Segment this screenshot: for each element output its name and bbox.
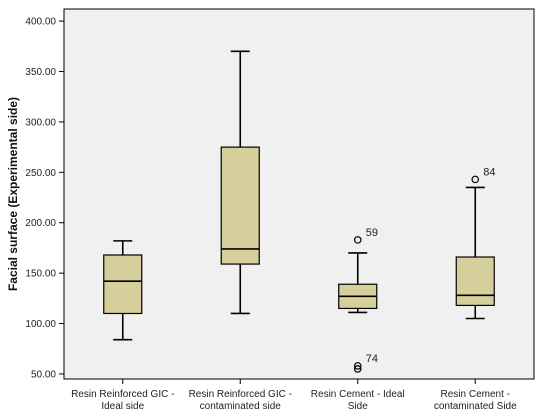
iqr-box [103, 254, 143, 315]
x-tick-label: contaminated Side [434, 401, 517, 412]
box-group [103, 240, 143, 341]
outlier-label: 84 [483, 166, 495, 178]
x-tick-label: Ideal side [101, 401, 144, 412]
box-group [220, 50, 260, 315]
outlier-point [353, 236, 362, 244]
y-tick-label: 150.00 [25, 269, 56, 280]
iqr-box [455, 256, 495, 307]
outlier-label: 74 [366, 353, 378, 365]
y-tick-label: 250.00 [25, 168, 56, 179]
outlier-point [353, 362, 362, 370]
y-tick-label: 50.00 [31, 369, 56, 380]
box-group: 59 74 [338, 227, 378, 373]
y-tick-label: 100.00 [25, 319, 56, 330]
y-axis-title: Facial surface (Experimental side) [6, 97, 20, 291]
box-group: 84 [455, 166, 496, 320]
y-tick-label: 400.00 [25, 17, 56, 28]
x-tick-label: contaminated side [200, 401, 282, 412]
x-tick-label: Resin Cement - [441, 389, 510, 400]
boxes: 59 74 84 [103, 50, 496, 373]
x-tick-label: Side [348, 401, 368, 412]
plot-area [63, 8, 535, 380]
iqr-box [220, 146, 260, 265]
outlier-point [471, 175, 480, 184]
y-tick-label: 350.00 [25, 67, 56, 78]
x-tick-label: Resin Cement - Ideal [311, 389, 405, 400]
outlier-label: 59 [366, 227, 378, 239]
x-tick-label: Resin Reinforced GIC - [71, 389, 174, 400]
x-tick-label: Resin Reinforced GIC - [189, 389, 292, 400]
outlier-point [353, 365, 362, 373]
y-tick-label: 300.00 [25, 117, 56, 128]
y-tick-label: 200.00 [25, 218, 56, 229]
y-axis: 50.00 100.00 150.00 200.00 250.00 300.00 350.0… [25, 17, 64, 380]
